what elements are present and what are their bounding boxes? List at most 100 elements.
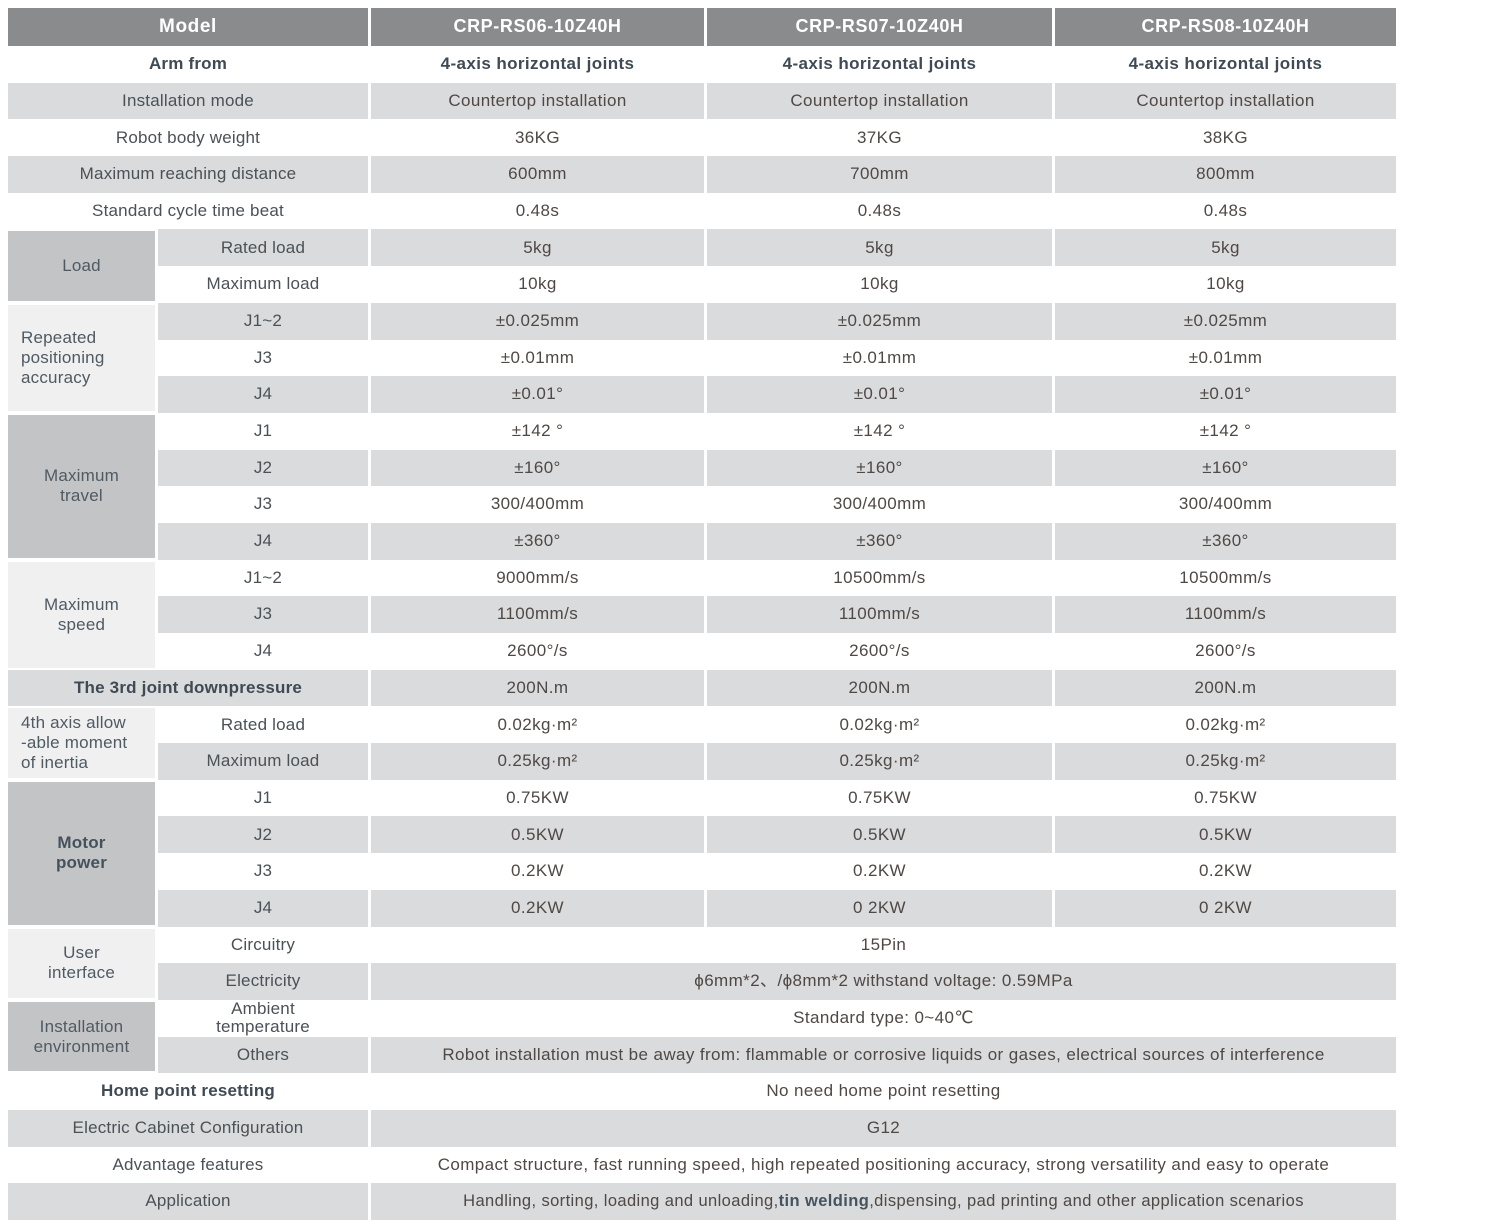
value-cell: 4-axis horizontal joints: [707, 46, 1052, 83]
row-label-robot-body-weight: Robot body weight: [8, 119, 368, 157]
value-cell: 37KG: [707, 119, 1052, 157]
value-cell: 0.2KW: [371, 853, 704, 890]
row-label-j2: J2: [158, 449, 368, 487]
value-cell: ±0.01°: [707, 376, 1052, 413]
merged-value-cell: Robot installation must be away from: fl…: [371, 1036, 1396, 1074]
value-cell: 1100mm/s: [1055, 596, 1396, 633]
model-name-crp-rs07-10z40h: CRP-RS07-10Z40H: [707, 8, 1052, 46]
value-cell: 300/400mm: [707, 486, 1052, 523]
value-cell: 0.02kg·m²: [707, 706, 1052, 744]
value-cell: 0.02kg·m²: [1055, 706, 1396, 744]
value-cell: ±0.01°: [371, 376, 704, 413]
value-cell: 0.02kg·m²: [371, 706, 704, 744]
value-cell: 2600°/s: [707, 633, 1052, 670]
model-header-cell: Model: [8, 8, 368, 46]
value-cell: ±160°: [707, 449, 1052, 487]
value-cell: 4-axis horizontal joints: [1055, 46, 1396, 83]
row-label-the-3rd-joint-downpressure: The 3rd joint downpressure: [8, 669, 368, 707]
row-label-standard-cycle-time-beat: Standard cycle time beat: [8, 192, 368, 230]
model-name-crp-rs08-10z40h: CRP-RS08-10Z40H: [1055, 8, 1396, 46]
group-label-maximum-travel: Maximum travel: [8, 414, 155, 558]
merged-value-cell: ϕ6mm*2、/ϕ8mm*2 withstand voltage: 0.59MP…: [371, 963, 1396, 1000]
merged-value-cell: 15Pin: [371, 926, 1396, 964]
value-cell: 2600°/s: [371, 633, 704, 670]
value-cell: 5kg: [707, 229, 1052, 267]
value-cell: ±0.025mm: [1055, 302, 1396, 340]
spec-table: Model CRP-RS06-10Z40H CRP-RS07-10Z40H CRP-R…: [8, 8, 1396, 1220]
value-cell: Countertop installation: [707, 82, 1052, 120]
row-label-j1-2: J1~2: [158, 559, 368, 597]
value-cell: 10kg: [707, 266, 1052, 303]
group-label-4th-axis-allow-able-moment-of-inertia: 4th axis allow -able moment of inertia: [8, 708, 155, 778]
row-label-electricity: Electricity: [158, 963, 368, 1000]
value-cell: 9000mm/s: [371, 559, 704, 597]
value-cell: 38KG: [1055, 119, 1396, 157]
value-cell: 5kg: [371, 229, 704, 267]
row-label-j3: J3: [158, 339, 368, 377]
row-label-home-point-resetting: Home point resetting: [8, 1073, 368, 1110]
model-name-crp-rs06-10z40h: CRP-RS06-10Z40H: [371, 8, 704, 46]
merged-value-cell: Compact structure, fast running speed, h…: [371, 1146, 1396, 1184]
row-label-j4: J4: [158, 633, 368, 670]
value-cell: 10500mm/s: [707, 559, 1052, 597]
value-cell: 0.2KW: [707, 853, 1052, 890]
value-cell: 0 2KW: [1055, 889, 1396, 927]
row-label-ambient-temperature: Ambient temperature: [158, 999, 368, 1037]
row-label-j2: J2: [158, 816, 368, 854]
value-cell: 0.2KW: [1055, 853, 1396, 890]
row-label-j1: J1: [158, 779, 368, 817]
value-cell: 600mm: [371, 156, 704, 193]
value-cell: 0.2KW: [371, 889, 704, 927]
row-label-j4: J4: [158, 522, 368, 560]
value-cell: 800mm: [1055, 156, 1396, 193]
highlighted-text: tin welding: [778, 1191, 870, 1210]
value-cell: ±0.01°: [1055, 376, 1396, 413]
merged-value-cell: No need home point resetting: [371, 1073, 1396, 1110]
value-cell: 200N.m: [707, 669, 1052, 707]
row-label-j4: J4: [158, 889, 368, 927]
merged-value-cell: G12: [371, 1109, 1396, 1147]
value-cell: ±0.025mm: [371, 302, 704, 340]
row-label-circuitry: Circuitry: [158, 926, 368, 964]
row-label-arm-from: Arm from: [8, 46, 368, 83]
value-cell: Countertop installation: [371, 82, 704, 120]
row-label-electric-cabinet-configuration: Electric Cabinet Configuration: [8, 1109, 368, 1147]
value-cell: ±0.01mm: [1055, 339, 1396, 377]
group-label-load: Load: [8, 231, 155, 301]
value-cell: ±360°: [707, 522, 1052, 560]
value-cell: 0.5KW: [707, 816, 1052, 854]
value-cell: 4-axis horizontal joints: [371, 46, 704, 83]
value-cell: 36KG: [371, 119, 704, 157]
merged-value-cell: Handling, sorting, loading and unloading…: [371, 1183, 1396, 1220]
value-cell: 0.48s: [1055, 192, 1396, 230]
row-label-maximum-load: Maximum load: [158, 266, 368, 303]
value-cell: ±160°: [1055, 449, 1396, 487]
row-label-j1: J1: [158, 412, 368, 450]
group-label-installation-environment: Installation environment: [8, 1001, 155, 1072]
value-cell: ±160°: [371, 449, 704, 487]
row-label-rated-load: Rated load: [158, 706, 368, 744]
row-label-maximum-reaching-distance: Maximum reaching distance: [8, 156, 368, 193]
value-cell: 700mm: [707, 156, 1052, 193]
value-cell: 0.25kg·m²: [707, 743, 1052, 780]
value-cell: Countertop installation: [1055, 82, 1396, 120]
value-cell: 0.48s: [371, 192, 704, 230]
row-label-j4: J4: [158, 376, 368, 413]
row-label-advantage-features: Advantage features: [8, 1146, 368, 1184]
value-cell: 2600°/s: [1055, 633, 1396, 670]
row-label-j1-2: J1~2: [158, 302, 368, 340]
value-cell: 300/400mm: [1055, 486, 1396, 523]
value-cell: 0.48s: [707, 192, 1052, 230]
row-label-j3: J3: [158, 853, 368, 890]
value-cell: 0.5KW: [371, 816, 704, 854]
value-cell: 10kg: [371, 266, 704, 303]
value-cell: ±142 °: [371, 412, 704, 450]
row-label-maximum-load: Maximum load: [158, 743, 368, 780]
row-label-others: Others: [158, 1036, 368, 1074]
value-cell: 1100mm/s: [707, 596, 1052, 633]
value-cell: 0.75KW: [371, 779, 704, 817]
row-label-rated-load: Rated load: [158, 229, 368, 267]
value-text: Handling, sorting, loading and unloading…: [463, 1191, 779, 1210]
value-cell: ±0.025mm: [707, 302, 1052, 340]
